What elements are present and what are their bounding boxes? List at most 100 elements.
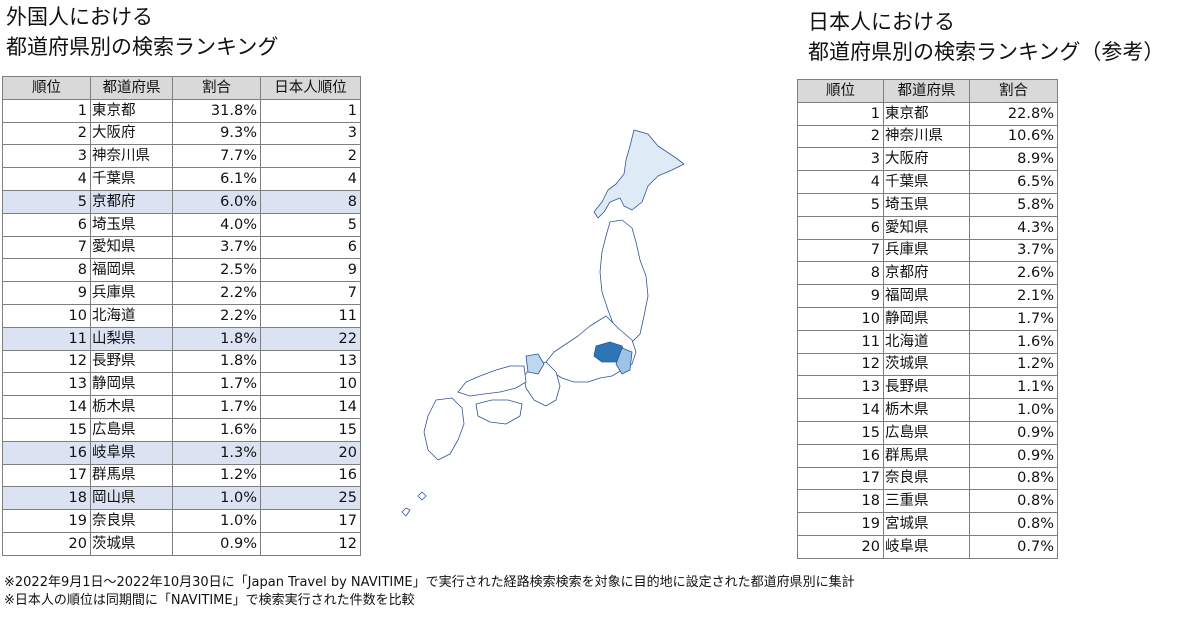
prefecture-cell: 兵庫県 — [883, 238, 970, 263]
table-row: 13 静岡県 1.7% 10 — [2, 372, 361, 397]
prefecture-cell: 宮城県 — [883, 512, 970, 536]
prefecture-cell: 北海道 — [90, 303, 173, 328]
share-cell: 6.5% — [969, 170, 1058, 194]
rank-cell: 7 — [797, 238, 884, 263]
rank-cell: 3 — [797, 147, 884, 172]
header-share: 割合 — [172, 76, 261, 100]
chiba-shape — [615, 347, 633, 375]
prefecture-cell: 茨城県 — [883, 352, 970, 377]
table-row: 10 静岡県 1.7% — [797, 306, 1058, 331]
rank-cell: 2 — [797, 124, 884, 149]
table-row: 1 東京都 22.8% — [797, 101, 1058, 126]
table-row: 19 奈良県 1.0% 17 — [2, 509, 361, 533]
header-prefecture: 都道府県 — [90, 76, 173, 100]
share-cell: 6.0% — [172, 189, 261, 214]
share-cell: 0.8% — [969, 512, 1058, 536]
japanese-rank-cell: 12 — [260, 531, 361, 556]
japanese-rank-cell: 6 — [260, 235, 361, 260]
table-row: 19 宮城県 0.8% — [797, 512, 1058, 536]
share-cell: 1.2% — [969, 352, 1058, 377]
rank-cell: 9 — [797, 284, 884, 308]
prefecture-cell: 栃木県 — [90, 395, 173, 419]
japanese-rank-cell: 11 — [260, 303, 361, 328]
foreigner-ranking-rows: 1 東京都 31.8% 1 2 大阪府 9.3% 3 3 神奈川県 7.7% 2 4 千葉県 6.1% 4 5 京… — [2, 98, 361, 556]
share-cell: 10.6% — [969, 124, 1058, 149]
share-cell: 1.1% — [969, 375, 1058, 400]
table-row: 4 千葉県 6.5% — [797, 170, 1058, 194]
table-row: 7 兵庫県 3.7% — [797, 238, 1058, 263]
prefecture-cell: 京都府 — [90, 189, 173, 214]
share-cell: 0.9% — [969, 443, 1058, 468]
share-cell: 1.2% — [172, 463, 261, 488]
prefecture-cell: 岐阜県 — [90, 440, 173, 465]
prefecture-cell: 山梨県 — [90, 326, 173, 351]
japanese-ranking-table: 順位 都道府県 割合 1 東京都 22.8% 2 神奈川県 10.6% 3 大阪府 8.9% 4 千… — [797, 79, 1058, 559]
table-row: 20 岐阜県 0.7% — [797, 534, 1058, 559]
share-cell: 9.3% — [172, 121, 261, 146]
rank-cell: 14 — [797, 398, 884, 422]
table-row: 3 神奈川県 7.7% 2 — [2, 144, 361, 169]
japanese-ranking-rows: 1 東京都 22.8% 2 神奈川県 10.6% 3 大阪府 8.9% 4 千葉県 6.5% 5 埼玉県 5… — [797, 101, 1058, 559]
share-cell: 1.0% — [172, 486, 261, 511]
prefecture-cell: 三重県 — [883, 489, 970, 514]
share-cell: 0.8% — [969, 466, 1058, 491]
rank-cell: 19 — [797, 512, 884, 536]
header-rank: 順位 — [2, 76, 91, 100]
japanese-rank-cell: 8 — [260, 189, 361, 214]
japanese-rank-cell: 17 — [260, 509, 361, 533]
rank-cell: 8 — [797, 261, 884, 286]
table-row: 12 長野県 1.8% 13 — [2, 349, 361, 374]
rank-cell: 7 — [2, 235, 91, 260]
prefecture-cell: 長野県 — [883, 375, 970, 400]
share-cell: 3.7% — [969, 238, 1058, 263]
share-cell: 2.6% — [969, 261, 1058, 286]
rank-cell: 20 — [797, 534, 884, 559]
rank-cell: 14 — [2, 395, 91, 419]
table-row: 6 埼玉県 4.0% 5 — [2, 212, 361, 237]
prefecture-cell: 長野県 — [90, 349, 173, 374]
rank-cell: 16 — [2, 440, 91, 465]
table-row: 2 大阪府 9.3% 3 — [2, 121, 361, 146]
chugoku-shape — [457, 365, 527, 397]
share-cell: 0.8% — [969, 489, 1058, 514]
kanto-chubu-shape — [545, 315, 637, 383]
prefecture-cell: 愛知県 — [883, 215, 970, 240]
prefecture-cell: 静岡県 — [883, 306, 970, 331]
japanese-rank-cell: 3 — [260, 121, 361, 146]
prefecture-cell: 神奈川県 — [90, 144, 173, 169]
share-cell: 1.7% — [172, 372, 261, 397]
rank-cell: 9 — [2, 281, 91, 305]
table-header-row: 順位 都道府県 割合 — [797, 79, 1058, 103]
share-cell: 5.8% — [969, 192, 1058, 217]
prefecture-cell: 岐阜県 — [883, 534, 970, 559]
rank-cell: 8 — [2, 258, 91, 283]
left-ranking-title: 外国人における 都道府県別の検索ランキング — [6, 2, 278, 62]
japanese-rank-cell: 10 — [260, 372, 361, 397]
share-cell: 0.9% — [172, 531, 261, 556]
table-row: 16 群馬県 0.9% — [797, 443, 1058, 468]
rank-cell: 12 — [797, 352, 884, 377]
prefecture-cell: 大阪府 — [90, 121, 173, 146]
prefecture-cell: 兵庫県 — [90, 281, 173, 305]
rank-cell: 1 — [2, 98, 91, 123]
share-cell: 1.0% — [172, 509, 261, 533]
prefecture-cell: 千葉県 — [883, 170, 970, 194]
japanese-rank-cell: 22 — [260, 326, 361, 351]
japanese-rank-cell: 20 — [260, 440, 361, 465]
prefecture-cell: 群馬県 — [883, 443, 970, 468]
japanese-rank-cell: 1 — [260, 98, 361, 123]
prefecture-cell: 静岡県 — [90, 372, 173, 397]
rank-cell: 13 — [797, 375, 884, 400]
share-cell: 1.6% — [172, 417, 261, 442]
share-cell: 22.8% — [969, 101, 1058, 126]
japanese-rank-cell: 15 — [260, 417, 361, 442]
rank-cell: 15 — [2, 417, 91, 442]
table-row: 1 東京都 31.8% 1 — [2, 98, 361, 123]
rank-cell: 10 — [2, 303, 91, 328]
prefecture-cell: 千葉県 — [90, 167, 173, 191]
right-title-line1: 日本人における — [808, 10, 955, 34]
share-cell: 2.2% — [172, 281, 261, 305]
kyoto-shape — [525, 353, 545, 375]
japanese-rank-cell: 7 — [260, 281, 361, 305]
japanese-rank-cell: 5 — [260, 212, 361, 237]
